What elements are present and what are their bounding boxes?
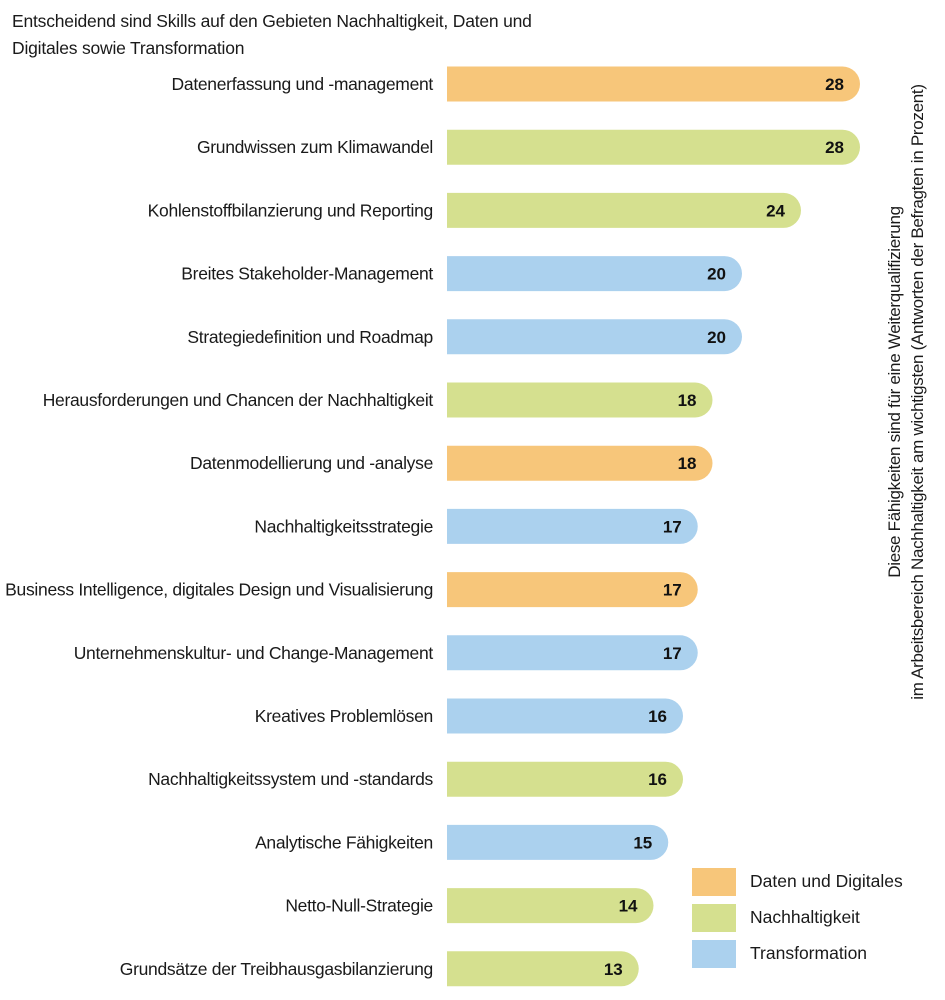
category-label-11: Kreatives Problemlösen (255, 706, 433, 726)
bar-3 (447, 192, 801, 228)
value-label-11: 16 (648, 707, 667, 726)
bar-14 (447, 888, 654, 924)
bar-1 (447, 66, 860, 102)
category-label-2: Grundwissen zum Klimawandel (197, 137, 433, 157)
value-label-4: 20 (707, 265, 726, 284)
bar-10 (447, 635, 698, 671)
side-label-line-2: im Arbeitsbereich Nachhaltigkeit am wich… (908, 84, 927, 700)
value-label-14: 14 (619, 897, 638, 916)
bars-group: Datenerfassung und -management 28 Grundwis… (5, 66, 860, 987)
value-label-15: 13 (604, 960, 623, 979)
value-label-9: 17 (663, 581, 682, 600)
bar-4 (447, 256, 742, 292)
bar-12 (447, 761, 683, 797)
category-label-15: Grundsätze der Treibhausgasbilanzierung (120, 959, 433, 979)
bar-13 (447, 824, 669, 860)
category-label-1: Datenerfassung und -management (172, 74, 434, 94)
legend-label-transformation: Transformation (750, 943, 868, 963)
category-label-6: Herausforderungen und Chancen der Nachha… (43, 390, 434, 410)
value-label-7: 18 (678, 454, 697, 473)
bar-5 (447, 319, 742, 355)
legend-swatch-daten (692, 868, 736, 896)
bar-11 (447, 698, 683, 734)
bar-7 (447, 445, 713, 481)
bar-2 (447, 129, 860, 165)
bar-15 (447, 951, 639, 987)
value-label-10: 17 (663, 644, 682, 663)
category-label-13: Analytische Fähigkeiten (255, 832, 433, 852)
category-label-3: Kohlenstoffbilanzierung und Reporting (148, 200, 433, 220)
side-label-line-1: Diese Fähigkeiten sind für eine Weiterqu… (885, 206, 904, 578)
category-label-5: Strategiedefinition und Roadmap (187, 327, 433, 347)
category-label-7: Datenmodellierung und -analyse (190, 453, 433, 473)
value-label-3: 24 (766, 201, 785, 220)
category-label-4: Breites Stakeholder-Management (181, 264, 433, 284)
category-label-9: Business Intelligence, digitales Design … (5, 580, 433, 600)
value-label-6: 18 (678, 391, 697, 410)
legend-swatch-transformation (692, 940, 736, 968)
legend-label-daten: Daten und Digitales (750, 871, 903, 891)
category-label-10: Unternehmenskultur- und Change-Managemen… (74, 643, 434, 663)
value-label-1: 28 (825, 75, 844, 94)
category-label-14: Netto-Null-Strategie (285, 896, 433, 916)
chart-title: Entscheidend sind Skills auf den Gebiete… (12, 11, 532, 58)
value-label-12: 16 (648, 770, 667, 789)
value-label-13: 15 (633, 833, 652, 852)
bar-9 (447, 572, 698, 608)
category-label-12: Nachhaltigkeitssystem und -standards (148, 769, 433, 789)
bar-6 (447, 382, 713, 418)
category-label-8: Nachhaltigkeitsstrategie (254, 516, 433, 536)
value-label-2: 28 (825, 138, 844, 157)
legend-swatch-nachhaltigkeit (692, 904, 736, 932)
bar-8 (447, 508, 698, 544)
legend-label-nachhaltigkeit: Nachhaltigkeit (750, 907, 860, 927)
value-label-5: 20 (707, 328, 726, 347)
value-label-8: 17 (663, 517, 682, 536)
